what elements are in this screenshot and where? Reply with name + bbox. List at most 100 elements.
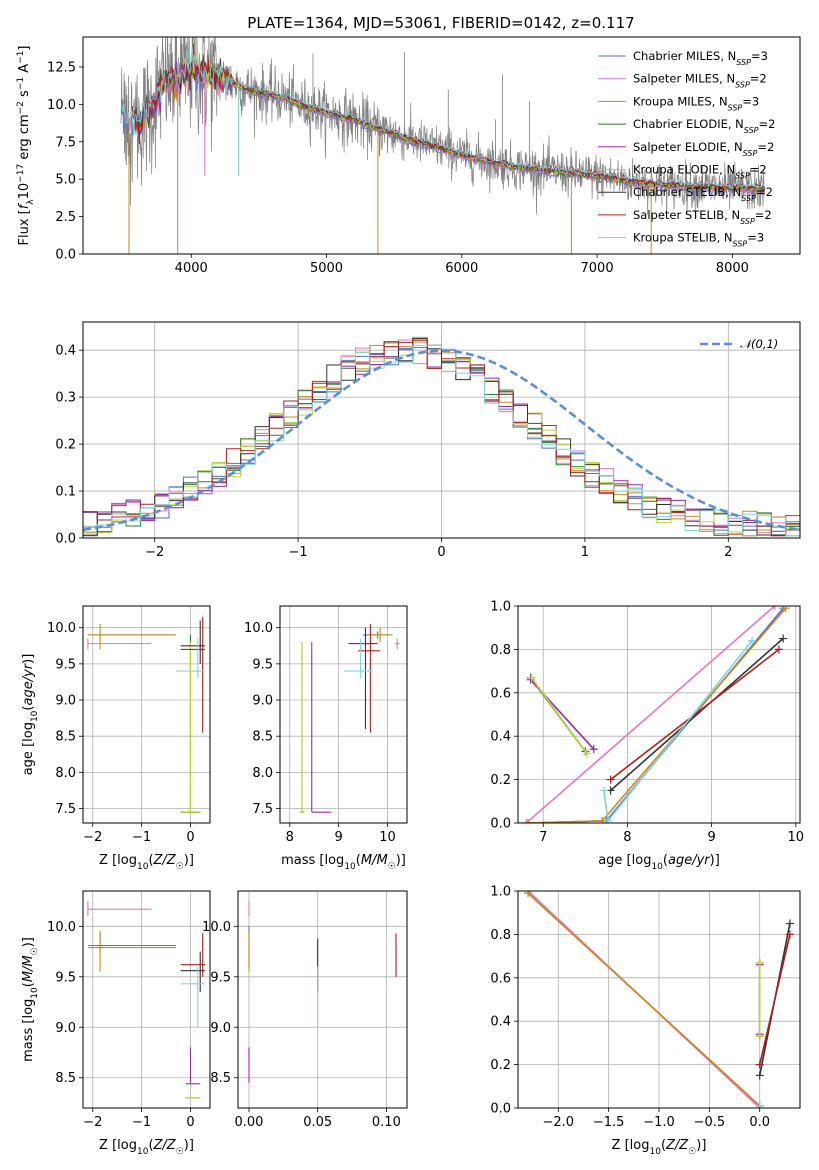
residuals-ytick-label: 0.4 bbox=[55, 344, 76, 359]
weight-point-marker bbox=[583, 749, 592, 758]
age-vs-Z-ytick-label: 9.5 bbox=[55, 657, 76, 672]
legend-entry: Kroupa STELIB, NSSP=3 bbox=[633, 231, 764, 249]
weight-vs-age-ytick-label: 0.6 bbox=[490, 686, 511, 701]
age-vs-mass-xtick-label: 9 bbox=[334, 830, 342, 845]
age-vs-mass-ytick-label: 8.0 bbox=[252, 766, 273, 781]
weight-series-line bbox=[530, 677, 588, 755]
age-vs-mass-ytick-label: 9.0 bbox=[252, 694, 273, 709]
mass-vs-Z-xtick-label: −2 bbox=[83, 1115, 102, 1130]
weight-vs-Z-xtick-label: −1.0 bbox=[643, 1115, 675, 1130]
weight-point-marker bbox=[522, 819, 531, 823]
spectrum-ytick-label: 7.5 bbox=[55, 135, 76, 150]
mass-vs-Z-ytick-label: 9.5 bbox=[55, 970, 76, 985]
mass-vs-EBV-frame bbox=[237, 890, 408, 1109]
residuals-legend-label: 𝒩(0,1) bbox=[740, 337, 778, 351]
residuals-xtick-label: −2 bbox=[145, 545, 164, 560]
weight-vs-age-xtick-label: 9 bbox=[707, 830, 715, 845]
weight-vs-Z-ytick-label: 1.0 bbox=[490, 885, 511, 900]
weight-vs-age-axes: 7 8 9 10 0.0 0.2 0.4 0.6 0.8 1.0 bbox=[490, 600, 804, 846]
weight-vs-Z-ytick-label: 0.4 bbox=[490, 1015, 511, 1030]
weight-vs-age-xlabel: age [log10(age/yr)] bbox=[598, 853, 720, 872]
legend-entry: Salpeter ELODIE, NSSP=2 bbox=[633, 140, 774, 158]
weight-vs-Z-xlabel: Z [log10(Z/Z☉)] bbox=[612, 1138, 707, 1157]
age-vs-Z-frame bbox=[82, 605, 211, 824]
spectrum-xtick-label: 6000 bbox=[445, 261, 478, 276]
residual-histogram bbox=[83, 336, 800, 537]
weight-point-marker bbox=[785, 919, 794, 928]
weight-series-line bbox=[528, 607, 787, 823]
residual-histogram bbox=[83, 345, 800, 537]
spectrum-legend: Chabrier MILES, NSSP=3 Salpeter MILES, NS… bbox=[598, 49, 775, 248]
age-vs-mass-ytick-label: 8.5 bbox=[252, 730, 273, 745]
age-vs-Z-axes: −2 −1 0 7.5 8.0 8.5 9.0 9.5 10.0 bbox=[47, 606, 210, 845]
spectrum-ytick-label: 10.0 bbox=[47, 98, 76, 113]
weight-point-marker bbox=[748, 636, 757, 645]
legend-entry: Salpeter STELIB, NSSP=2 bbox=[633, 208, 772, 226]
weight-vs-age-ytick-label: 0.2 bbox=[490, 773, 511, 788]
weight-point-marker bbox=[599, 786, 608, 795]
normal-reference-curve bbox=[83, 349, 800, 532]
age-vs-Z-xlabel: Z [log10(Z/Z☉)] bbox=[99, 853, 194, 872]
weight-vs-age-frame bbox=[517, 605, 801, 824]
weight-point-marker bbox=[524, 819, 533, 823]
weight-vs-age-plot-area bbox=[522, 606, 790, 823]
weight-series-line bbox=[610, 648, 780, 781]
residuals-plot-area bbox=[83, 336, 800, 537]
age-vs-Z-xtick-label: −2 bbox=[83, 830, 102, 845]
weight-point-marker bbox=[779, 634, 788, 643]
weight-point-marker bbox=[755, 1071, 764, 1080]
age-vs-mass-axes: 8 9 10 7.5 8.0 8.5 9.0 9.5 10.0 bbox=[244, 606, 407, 845]
spectrum-ytick-label: 5.0 bbox=[55, 173, 76, 188]
mass-vs-EBV-ytick-label: 9.5 bbox=[210, 970, 231, 985]
residuals-ytick-label: 0.2 bbox=[55, 438, 76, 453]
residuals-ytick-label: 0.1 bbox=[55, 485, 76, 500]
weight-vs-age-ytick-label: 1.0 bbox=[490, 600, 511, 615]
weight-vs-age-xtick-label: 8 bbox=[623, 830, 631, 845]
legend-entry: Kroupa ELODIE, NSSP=2 bbox=[633, 163, 767, 181]
mass-vs-Z-ylabel: mass [log10(M/M☉)] bbox=[21, 937, 40, 1062]
mass-vs-Z-plot-area bbox=[87, 901, 206, 1099]
age-vs-Z-plot-area bbox=[87, 616, 206, 813]
weight-vs-Z-ytick-label: 0.2 bbox=[490, 1058, 511, 1073]
weight-point-marker bbox=[755, 1101, 764, 1108]
weight-vs-age-ytick-label: 0.8 bbox=[490, 643, 511, 658]
spectrum-plot-area bbox=[120, 37, 766, 254]
mass-vs-Z-ytick-label: 8.5 bbox=[55, 1071, 76, 1086]
spectrum-model-line bbox=[120, 59, 766, 197]
residuals-xtick-label: 1 bbox=[581, 545, 589, 560]
age-vs-mass-xlabel: mass [log10(M/M☉)] bbox=[281, 853, 406, 872]
mass-vs-Z-xtick-label: −1 bbox=[132, 1115, 151, 1130]
weight-point-marker bbox=[606, 786, 615, 795]
mass-vs-EBV-plot-area bbox=[248, 901, 397, 1083]
mass-vs-EBV-axes: 0.00 0.05 0.10 8.5 9.0 9.5 10.0 bbox=[202, 891, 407, 1130]
age-vs-mass-ytick-label: 9.5 bbox=[252, 657, 273, 672]
mass-vs-EBV-xtick-label: 0.05 bbox=[303, 1115, 332, 1130]
weight-series-line bbox=[526, 607, 784, 823]
spectrum-ytick-label: 0.0 bbox=[55, 248, 76, 263]
weight-vs-Z-xtick-label: −1.5 bbox=[593, 1115, 625, 1130]
weight-point-marker bbox=[770, 606, 779, 610]
weight-point-marker bbox=[589, 745, 598, 754]
age-vs-Z-ytick-label: 9.0 bbox=[55, 694, 76, 709]
age-vs-Z-xtick-label: −1 bbox=[132, 830, 151, 845]
weight-point-marker bbox=[606, 775, 615, 784]
weight-vs-age-ytick-label: 0.4 bbox=[490, 730, 511, 745]
spectrum-xtick-label: 5000 bbox=[310, 261, 343, 276]
age-vs-Z-ytick-label: 8.0 bbox=[55, 766, 76, 781]
mass-vs-EBV-ytick-label: 9.0 bbox=[210, 1021, 231, 1036]
legend-entry: Chabrier MILES, NSSP=3 bbox=[633, 49, 768, 67]
weight-series-line bbox=[758, 934, 791, 1065]
mass-vs-Z-xlabel: Z [log10(Z/Z☉)] bbox=[99, 1138, 194, 1157]
spectrum-xtick-label: 7000 bbox=[581, 261, 614, 276]
spectrum-axes: 4000 5000 6000 7000 8000 0.0 2.5 5.0 7.5 10.0 12.5 bbox=[47, 60, 749, 276]
weight-series-line bbox=[527, 892, 761, 1107]
age-vs-mass-ytick-label: 7.5 bbox=[252, 802, 273, 817]
age-vs-Z-ytick-label: 7.5 bbox=[55, 802, 76, 817]
mass-vs-EBV-xtick-label: 0.10 bbox=[372, 1115, 401, 1130]
weight-vs-age-xtick-label: 7 bbox=[539, 830, 547, 845]
residuals-xtick-label: −1 bbox=[289, 545, 308, 560]
weight-point-marker bbox=[524, 891, 533, 898]
mass-vs-Z-xtick-label: 0 bbox=[186, 1115, 194, 1130]
spectrum-xtick-label: 4000 bbox=[175, 261, 208, 276]
